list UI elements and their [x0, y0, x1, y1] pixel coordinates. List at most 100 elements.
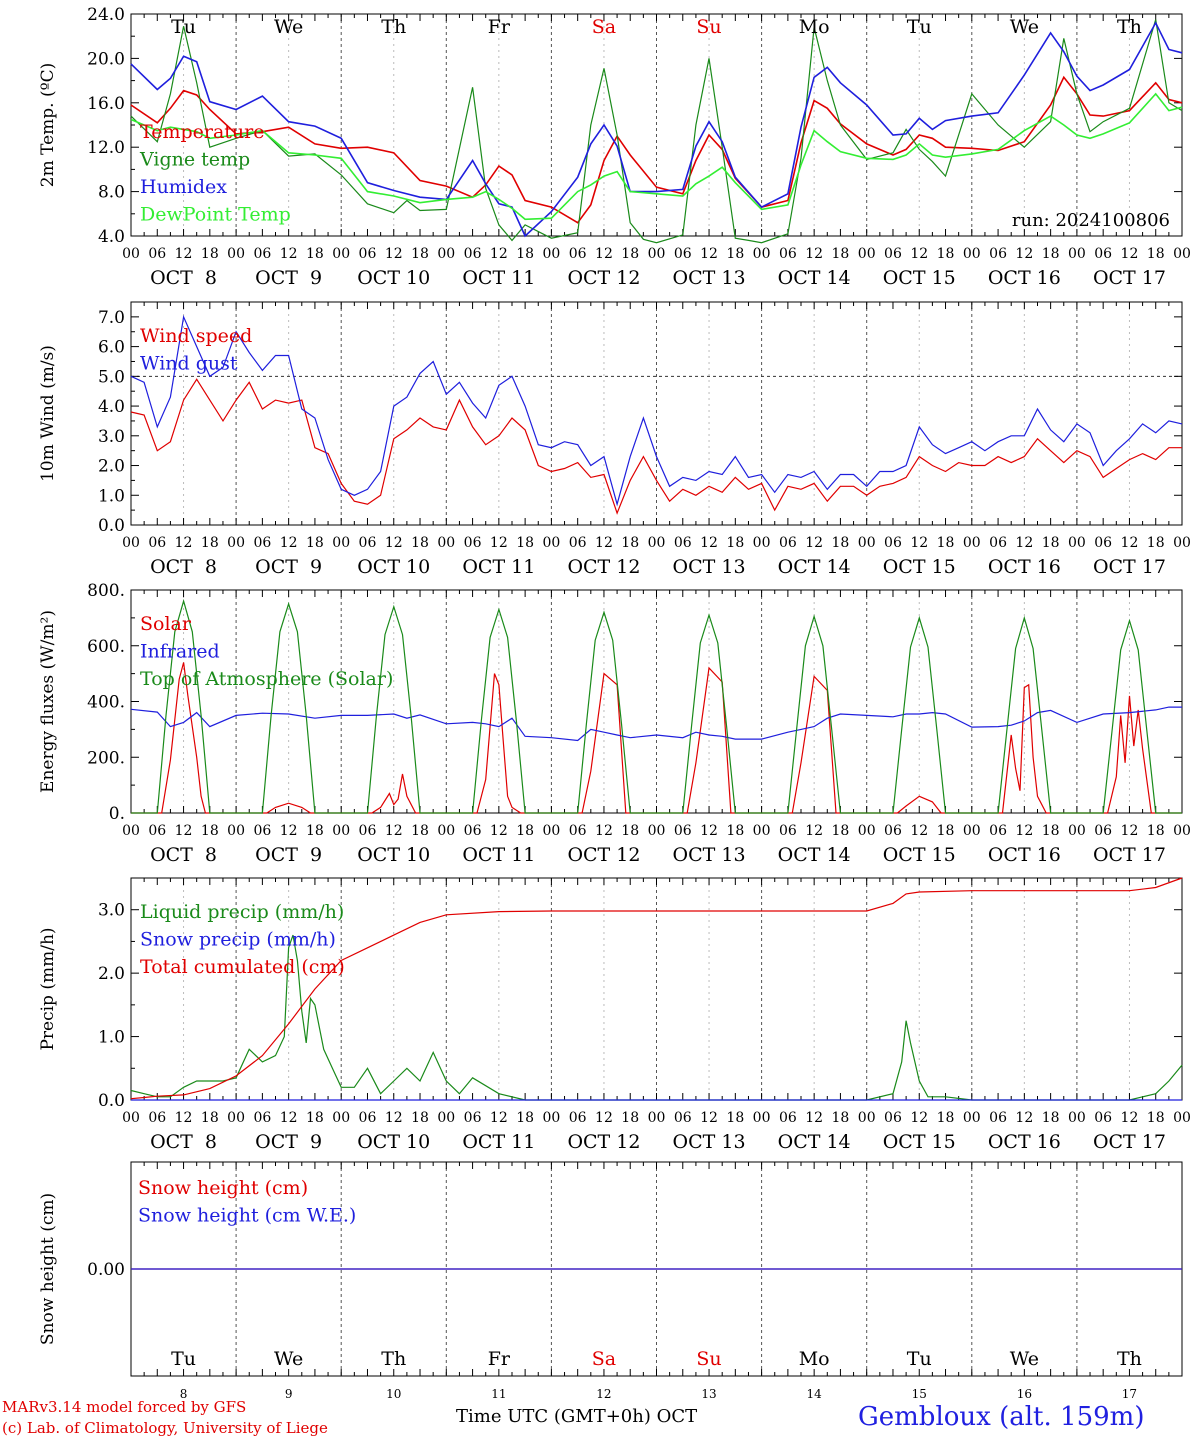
hour-tick-label: 00 — [1173, 246, 1191, 262]
hour-tick-label: 18 — [411, 1110, 429, 1126]
legend-label: Temperature — [140, 121, 264, 143]
hour-tick-label: 18 — [1147, 535, 1165, 551]
hour-tick-label: 12 — [385, 1110, 403, 1126]
date-label: OCT 16 — [988, 267, 1061, 289]
hour-tick-label: 12 — [385, 823, 403, 839]
hour-tick-label: 12 — [910, 823, 928, 839]
hour-tick-label: 06 — [148, 246, 166, 262]
day-tag-top: Tu — [907, 16, 932, 38]
hour-tick-label: 12 — [1121, 1110, 1139, 1126]
date-label: OCT 13 — [673, 267, 746, 289]
y-tick-label: 0.00 — [87, 1260, 125, 1280]
y-axis-label: Snow height (cm) — [38, 1193, 58, 1345]
y-tick-label: 4.0 — [98, 227, 125, 247]
hour-tick-label: 00 — [753, 246, 771, 262]
hour-tick-label: 06 — [464, 823, 482, 839]
date-label: OCT 11 — [462, 556, 535, 578]
hour-tick-label: 18 — [516, 535, 534, 551]
model-info: MARv3.14 model forced by GFS — [2, 1398, 247, 1416]
hour-tick-label: 00 — [332, 246, 350, 262]
hour-tick-label: 18 — [1147, 1110, 1165, 1126]
date-label: OCT 9 — [255, 556, 322, 578]
date-label: OCT 12 — [567, 844, 640, 866]
hour-tick-label: 00 — [122, 535, 140, 551]
hour-tick-label: 00 — [332, 823, 350, 839]
day-tag-bottom: Th — [381, 1348, 406, 1370]
date-label: OCT 13 — [673, 556, 746, 578]
series-line-total-cumulated-cm- — [130, 877, 1183, 1100]
hour-tick-label: 00 — [1068, 535, 1086, 551]
hour-tick-label: 12 — [175, 823, 193, 839]
hour-tick-label: 00 — [858, 246, 876, 262]
hour-tick-label: 12 — [910, 246, 928, 262]
hour-tick-label: 06 — [674, 246, 692, 262]
series-line-wind-speed — [130, 378, 1182, 515]
y-tick-label: 6.0 — [98, 338, 125, 358]
hour-tick-label: 06 — [989, 535, 1007, 551]
hour-tick-label: 00 — [648, 823, 666, 839]
hour-tick-label: 12 — [910, 535, 928, 551]
day-tag-top: We — [274, 16, 303, 38]
hour-tick-label: 18 — [306, 823, 324, 839]
y-tick-label: 24.0 — [87, 5, 125, 25]
hour-tick-label: 06 — [779, 246, 797, 262]
hour-tick-label: 12 — [385, 246, 403, 262]
hour-tick-label: 12 — [595, 1110, 613, 1126]
date-label: OCT 9 — [255, 1131, 322, 1153]
hour-tick-label: 18 — [937, 246, 955, 262]
series-line-vigne-temp — [130, 19, 1183, 244]
hour-tick-label: 00 — [227, 246, 245, 262]
day-tag-bottom: Fr — [488, 1348, 511, 1370]
panel-1: 4.0 8.0 12.0 16.0 20.0 24.0 2m Temp. (ºC) 00 06 1… — [38, 5, 1191, 289]
hour-tick-label: 06 — [359, 823, 377, 839]
day-tag-bottom: Su — [696, 1348, 721, 1370]
day-tag-bottom: Mo — [799, 1348, 830, 1370]
hour-tick-label: 06 — [253, 246, 271, 262]
legend-label: Wind gust — [140, 353, 238, 375]
hour-tick-label: 18 — [937, 535, 955, 551]
run-annotation: run: 2024100806 — [1012, 210, 1170, 231]
hour-tick-label: 12 — [1015, 823, 1033, 839]
hour-tick-label: 06 — [989, 246, 1007, 262]
date-label: OCT 10 — [357, 1131, 430, 1153]
hour-tick-label: 06 — [674, 823, 692, 839]
day-number: 17 — [1122, 1387, 1137, 1401]
hour-tick-label: 18 — [621, 1110, 639, 1126]
hour-tick-label: 06 — [884, 246, 902, 262]
hour-tick-label: 18 — [937, 823, 955, 839]
station-label: Gembloux (alt. 159m) — [858, 1402, 1145, 1432]
date-label: OCT 14 — [778, 1131, 851, 1153]
hour-tick-label: 00 — [227, 1110, 245, 1126]
date-label: OCT 13 — [673, 1131, 746, 1153]
date-label: OCT 8 — [150, 267, 217, 289]
legend-label: Liquid precip (mm/h) — [140, 901, 344, 923]
hour-tick-label: 18 — [726, 823, 744, 839]
plot-frame — [130, 589, 1183, 814]
legend-label: Snow height (cm) — [138, 1177, 308, 1199]
hour-tick-label: 06 — [989, 1110, 1007, 1126]
hour-tick-label: 06 — [464, 1110, 482, 1126]
hour-tick-label: 00 — [437, 246, 455, 262]
date-label: OCT 12 — [567, 1131, 640, 1153]
hour-tick-label: 00 — [753, 823, 771, 839]
day-number: 8 — [180, 1387, 188, 1401]
hour-tick-label: 18 — [201, 246, 219, 262]
hour-tick-label: 06 — [148, 823, 166, 839]
date-label: OCT 16 — [988, 556, 1061, 578]
hour-tick-label: 00 — [648, 1110, 666, 1126]
hour-tick-label: 18 — [832, 823, 850, 839]
date-label: OCT 15 — [883, 844, 956, 866]
hour-tick-label: 18 — [726, 246, 744, 262]
y-axis-label: Precip (mm/h) — [38, 927, 58, 1050]
date-label: OCT 9 — [255, 844, 322, 866]
hour-tick-label: 18 — [1147, 823, 1165, 839]
day-tag-bottom: Sa — [592, 1348, 616, 1370]
hour-tick-label: 00 — [858, 1110, 876, 1126]
y-tick-label: 600. — [87, 637, 125, 657]
day-tag-top: Sa — [592, 16, 616, 38]
y-tick-label: 3.0 — [98, 901, 125, 921]
legend-label: Solar — [140, 613, 192, 635]
panel-2: 0.0 1.0 2.0 3.0 4.0 5.0 6.0 7.0 10m Wind (m/s) 00… — [38, 301, 1191, 578]
series-line-wind-gust — [130, 314, 1183, 507]
y-tick-label: 2.0 — [98, 457, 125, 477]
